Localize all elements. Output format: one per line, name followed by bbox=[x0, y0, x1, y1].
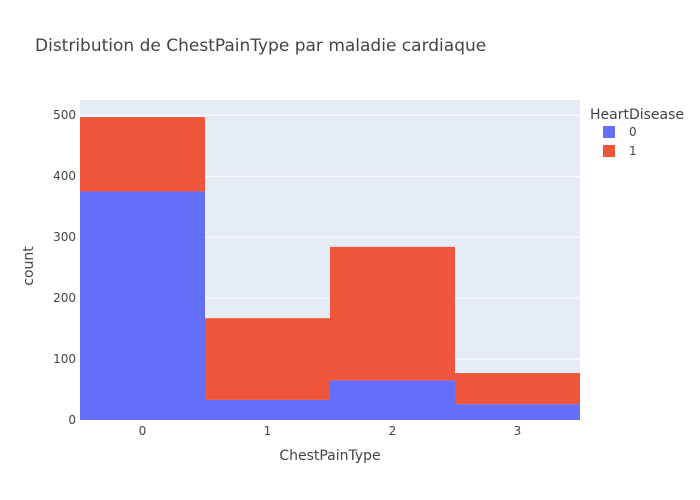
bar-3-series-1[interactable] bbox=[455, 373, 580, 405]
legend-label: 1 bbox=[629, 144, 637, 158]
bar-3-series-0[interactable] bbox=[455, 404, 580, 420]
bar-0-series-1[interactable] bbox=[80, 117, 205, 192]
x-tick-label: 0 bbox=[139, 424, 147, 438]
x-axis-title: ChestPainType bbox=[279, 448, 380, 464]
y-tick-label: 200 bbox=[53, 291, 76, 305]
y-tick-label: 400 bbox=[53, 169, 76, 183]
legend-swatch bbox=[603, 126, 615, 138]
y-axis-ticks: 0 100 200 300 400 500 bbox=[53, 108, 76, 427]
legend[interactable]: HeartDisease 0 1 bbox=[590, 107, 684, 158]
x-axis-ticks: 0 1 2 3 bbox=[139, 424, 522, 438]
bar-1-series-0[interactable] bbox=[205, 399, 330, 420]
bar-1-series-1[interactable] bbox=[205, 318, 330, 400]
y-tick-label: 500 bbox=[53, 108, 76, 122]
legend-swatch bbox=[603, 145, 615, 157]
chart-title: Distribution de ChestPainType par maladi… bbox=[35, 36, 486, 56]
bar-2-series-1[interactable] bbox=[330, 246, 455, 381]
x-tick-label: 2 bbox=[389, 424, 397, 438]
y-axis-title: count bbox=[21, 246, 37, 286]
legend-label: 0 bbox=[629, 125, 637, 139]
x-tick-label: 1 bbox=[264, 424, 272, 438]
y-tick-label: 0 bbox=[68, 413, 76, 427]
y-tick-label: 300 bbox=[53, 230, 76, 244]
legend-title: HeartDisease bbox=[590, 107, 684, 123]
bar-2-series-0[interactable] bbox=[330, 380, 455, 420]
bars bbox=[80, 117, 580, 420]
y-tick-label: 100 bbox=[53, 352, 76, 366]
x-tick-label: 3 bbox=[514, 424, 522, 438]
bar-0-series-0[interactable] bbox=[80, 191, 205, 420]
